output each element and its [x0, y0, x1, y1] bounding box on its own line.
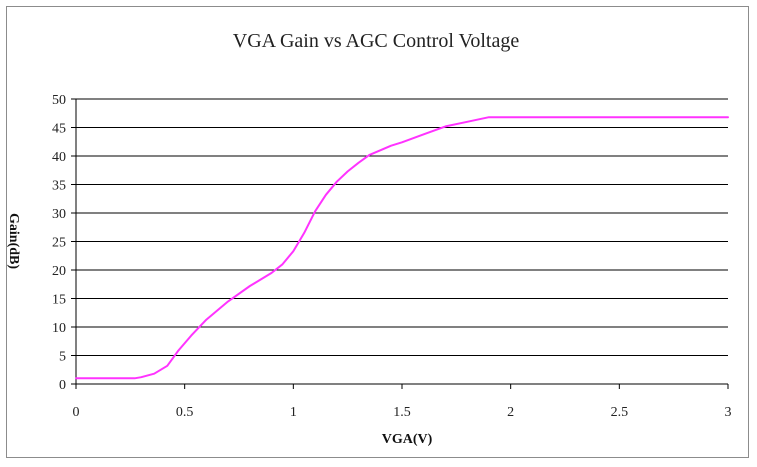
y-axis-title: Gain(dB): [7, 213, 21, 269]
x-tick-label-3: 1.5: [393, 405, 411, 420]
x-tick-label-4: 2: [507, 405, 514, 420]
x-tick-label-1: 0.5: [176, 405, 194, 420]
y-tick-label-4: 20: [52, 264, 66, 279]
chart-svg: VGA Gain vs AGC Control Voltage 05101520…: [7, 30, 732, 447]
y-tick-label-8: 40: [52, 150, 66, 165]
axes: [71, 98, 729, 389]
x-tick-label-0: 0: [73, 405, 80, 420]
x-axis-title: VGA(V): [382, 432, 433, 447]
chart-frame: VGA Gain vs AGC Control Voltage 0 5 10 15 20…: [6, 6, 749, 458]
series-line-0: [75, 116, 729, 380]
y-tick-label-9: 45: [52, 122, 66, 137]
y-tick-labels: 0 5 10 15 20 25 30 35 40 45 50: [52, 93, 66, 393]
y-tick-label-3: 15: [52, 293, 66, 308]
y-tick-label-0: 0: [59, 378, 66, 393]
y-tick-label-7: 35: [52, 179, 66, 194]
x-tick-labels: 0 0.5 1 1.5 2 2.5 3: [73, 405, 732, 420]
chart-title: VGA Gain vs AGC Control Voltage: [233, 30, 520, 52]
y-tick-label-6: 30: [52, 207, 66, 222]
series-layer: [75, 116, 729, 380]
x-tick-label-5: 2.5: [611, 405, 629, 420]
x-tick-label-2: 1: [290, 405, 297, 420]
y-tick-label-2: 10: [52, 321, 66, 336]
y-tick-label-1: 5: [59, 350, 66, 365]
x-tick-label-6: 3: [725, 405, 732, 420]
y-tick-label-10: 50: [52, 93, 66, 108]
grid-lines: [76, 98, 728, 356]
y-tick-label-5: 25: [52, 236, 66, 251]
